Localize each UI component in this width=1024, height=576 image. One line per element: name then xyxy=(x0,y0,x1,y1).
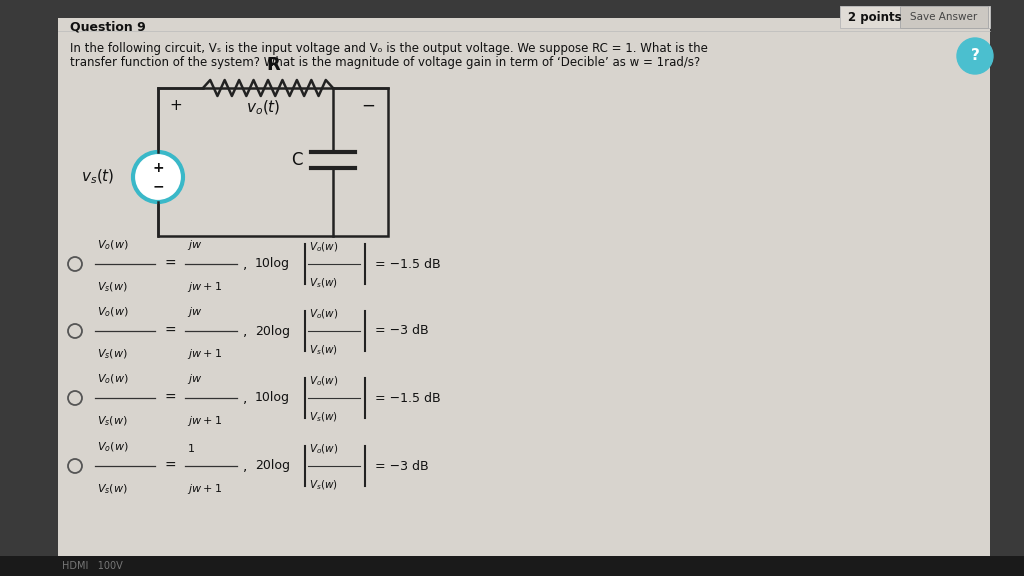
Text: +: + xyxy=(170,98,182,113)
Text: $V_s(w)$: $V_s(w)$ xyxy=(97,414,128,427)
Text: −: − xyxy=(361,97,375,115)
Text: = −3 dB: = −3 dB xyxy=(375,324,429,338)
Text: =: = xyxy=(165,324,176,338)
Text: $jw+1$: $jw+1$ xyxy=(187,414,222,428)
Text: −: − xyxy=(153,179,164,193)
Text: ,: , xyxy=(243,391,248,405)
Text: $V_s(w)$: $V_s(w)$ xyxy=(309,276,338,290)
Text: $jw+1$: $jw+1$ xyxy=(187,482,222,496)
Bar xyxy=(0,556,1024,576)
Text: +: + xyxy=(153,161,164,175)
Text: $V_s(w)$: $V_s(w)$ xyxy=(97,347,128,361)
Text: Question 9: Question 9 xyxy=(70,20,145,33)
Text: $jw$: $jw$ xyxy=(187,238,203,252)
Text: $V_o(w)$: $V_o(w)$ xyxy=(97,441,129,454)
Text: $V_s(w)$: $V_s(w)$ xyxy=(309,343,338,357)
Text: ?: ? xyxy=(971,48,979,63)
Text: $1$: $1$ xyxy=(187,442,195,454)
Text: R: R xyxy=(266,56,280,74)
Text: $V_s(w)$: $V_s(w)$ xyxy=(309,410,338,423)
Text: =: = xyxy=(165,459,176,473)
Bar xyxy=(158,88,388,236)
Text: =: = xyxy=(165,257,176,271)
Text: $V_o(w)$: $V_o(w)$ xyxy=(97,305,129,319)
Text: 2 points: 2 points xyxy=(848,10,901,24)
Text: ,: , xyxy=(243,257,248,271)
Text: = −3 dB: = −3 dB xyxy=(375,460,429,472)
Text: $jw$: $jw$ xyxy=(187,372,203,386)
Text: ,: , xyxy=(243,459,248,473)
Text: $V_o(w)$: $V_o(w)$ xyxy=(309,374,339,388)
Text: =: = xyxy=(165,391,176,405)
Text: $V_o(w)$: $V_o(w)$ xyxy=(309,308,339,321)
Text: $V_o(w)$: $V_o(w)$ xyxy=(309,442,339,456)
Text: 10log: 10log xyxy=(255,392,290,404)
Text: 10log: 10log xyxy=(255,257,290,271)
Bar xyxy=(840,6,990,28)
Text: $v_o(t)$: $v_o(t)$ xyxy=(246,99,281,117)
Text: 20log: 20log xyxy=(255,324,290,338)
Text: Save Answer: Save Answer xyxy=(910,12,978,22)
Text: $V_s(w)$: $V_s(w)$ xyxy=(309,478,338,491)
Text: $V_o(w)$: $V_o(w)$ xyxy=(309,240,339,254)
Text: = −1.5 dB: = −1.5 dB xyxy=(375,392,440,404)
Text: $jw+1$: $jw+1$ xyxy=(187,280,222,294)
Text: $V_o(w)$: $V_o(w)$ xyxy=(97,238,129,252)
Text: ,: , xyxy=(243,324,248,338)
Circle shape xyxy=(133,152,183,202)
Text: $jw$: $jw$ xyxy=(187,305,203,319)
Text: $V_o(w)$: $V_o(w)$ xyxy=(97,373,129,386)
Text: = −1.5 dB: = −1.5 dB xyxy=(375,257,440,271)
Text: In the following circuit, Vₛ is the input voltage and Vₒ is the output voltage. : In the following circuit, Vₛ is the inpu… xyxy=(70,42,708,55)
Text: $V_s(w)$: $V_s(w)$ xyxy=(97,482,128,495)
Circle shape xyxy=(957,38,993,74)
Text: C: C xyxy=(291,151,303,169)
Bar xyxy=(900,6,988,28)
Text: transfer function of the system? What is the magnitude of voltage gain in term o: transfer function of the system? What is… xyxy=(70,56,700,69)
Text: $v_s(t)$: $v_s(t)$ xyxy=(81,168,115,186)
Text: $V_s(w)$: $V_s(w)$ xyxy=(97,280,128,294)
Text: HDMI   100V: HDMI 100V xyxy=(62,561,123,571)
Text: $jw+1$: $jw+1$ xyxy=(187,347,222,361)
Text: 20log: 20log xyxy=(255,460,290,472)
